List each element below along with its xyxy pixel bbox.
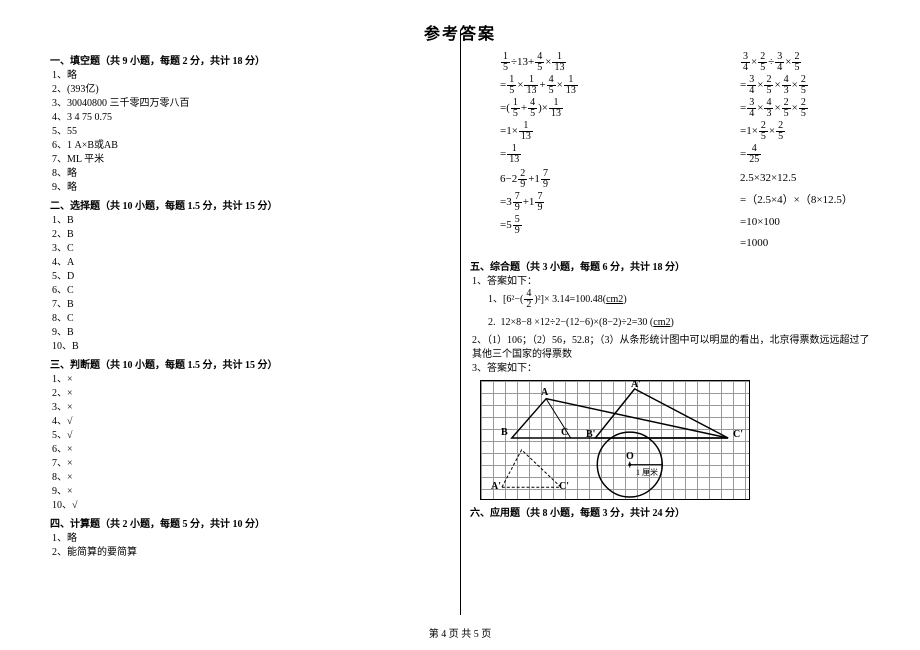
c2r-3: =1000	[740, 234, 870, 254]
s5-sub1: 1、[6²−(42)²]× 3.14=100.48(cm2)	[488, 289, 870, 310]
s1-i1: 2、(393亿)	[52, 83, 450, 97]
s1-i3: 4、3 4 75 0.75	[52, 111, 450, 125]
s3-i2: 3、×	[52, 401, 450, 415]
calc1-left: 15÷13+45×113 =15×113+45×113 =(15+45)×113…	[470, 50, 630, 167]
s4-i0: 1、略	[52, 532, 450, 546]
label-A2: A'	[631, 379, 641, 390]
c1l-1: =15×113+45×113	[500, 75, 630, 96]
c1l-2: =(15+45)×113	[500, 98, 630, 119]
s5-l1: 1、答案如下：	[472, 275, 870, 289]
s1-i7: 8、略	[52, 167, 450, 181]
s5-l3: 3、答案如下：	[472, 362, 870, 376]
s3-i1: 2、×	[52, 387, 450, 401]
c1l-3: =1×113	[500, 121, 630, 142]
section-4-header: 四、计算题（共 2 小题，每题 5 分，共计 10 分）	[50, 515, 450, 530]
section-3-header: 三、判断题（共 10 小题，每题 1.5 分，共计 15 分）	[50, 356, 450, 371]
s2-i9: 10、B	[52, 340, 450, 354]
s1-i4: 5、55	[52, 125, 450, 139]
c2l-2: =559	[500, 215, 630, 236]
c1l-4: =113	[500, 144, 630, 165]
s2-i4: 5、D	[52, 270, 450, 284]
c2l-1: =379+179	[500, 192, 630, 213]
calc-block-1: 15÷13+45×113 =15×113+45×113 =(15+45)×113…	[470, 50, 870, 167]
s2-i3: 4、A	[52, 256, 450, 270]
s2-i2: 3、C	[52, 242, 450, 256]
c1r-0: 34×25÷34×25	[740, 52, 870, 73]
calc2-left: 6−229+179 =379+179 =559	[470, 167, 630, 256]
s2-i5: 6、C	[52, 284, 450, 298]
label-B-fix: B	[501, 427, 508, 438]
s2-i0: 1、B	[52, 214, 450, 228]
s1-i6: 7、ML 平米	[52, 153, 450, 167]
c1r-4: =425	[740, 144, 870, 165]
c2r-2: =10×100	[740, 213, 870, 233]
calc1-right: 34×25÷34×25 =34×25×43×25 =34×43×25×25 =1…	[710, 50, 870, 167]
s2-i8: 9、B	[52, 326, 450, 340]
label-C2: C'	[733, 429, 743, 440]
s1-i8: 9、略	[52, 181, 450, 195]
s4-i1: 2、能简算的要简算	[52, 546, 450, 560]
label-A: A	[541, 387, 548, 398]
s3-i9: 10、√	[52, 499, 450, 513]
column-divider	[460, 30, 461, 615]
s3-i3: 4、√	[52, 415, 450, 429]
s1-i5: 6、1 A×B或AB	[52, 139, 450, 153]
section-5-header: 五、综合题（共 3 小题，每题 6 分，共计 18 分）	[470, 258, 870, 273]
left-column: 一、填空题（共 9 小题，每题 2 分，共计 18 分） 1、略 2、(393亿…	[50, 50, 450, 620]
label-C-dash: C'	[559, 481, 569, 492]
c1l-0: 15÷13+45×113	[500, 52, 630, 73]
s1-i0: 1、略	[52, 69, 450, 83]
c2r-1: =（2.5×4）×（8×12.5）	[740, 191, 870, 211]
c1r-1: =34×25×43×25	[740, 75, 870, 96]
s5-l2: 2、（1）106；（2）56，52.8；（3）从条形统计图中可以明显的看出，北京…	[472, 334, 870, 362]
s3-i5: 6、×	[52, 443, 450, 457]
label-B2: B'	[586, 429, 595, 440]
s5-sub2: 2. 12×8−8 ×12÷2−(12−6)×(8−2)÷2=30 (cm2)	[488, 316, 870, 330]
s3-i7: 8、×	[52, 471, 450, 485]
s3-i6: 7、×	[52, 457, 450, 471]
label-A-dash: A'	[491, 481, 501, 492]
c2r-0: 2.5×32×12.5	[740, 169, 870, 189]
s1-i2: 3、30040800 三千零四万零八百	[52, 97, 450, 111]
c1r-3: =1×25×25	[740, 121, 870, 142]
label-O: O	[626, 451, 634, 462]
page-footer: 第 4 页 共 5 页	[0, 625, 920, 640]
c2l-0: 6−229+179	[500, 169, 630, 190]
label-unit: 1 厘米	[636, 467, 658, 478]
calc2-right: 2.5×32×12.5 =（2.5×4）×（8×12.5） =10×100 =1…	[710, 167, 870, 256]
s2-i7: 8、C	[52, 312, 450, 326]
label-C-small: C	[561, 427, 568, 438]
c1r-2: =34×43×25×25	[740, 98, 870, 119]
section-6-header: 六、应用题（共 8 小题，每题 3 分，共计 24 分）	[470, 504, 870, 519]
section-2-header: 二、选择题（共 10 小题，每题 1.5 分，共计 15 分）	[50, 197, 450, 212]
calc-block-2: 6−229+179 =379+179 =559 2.5×32×12.5 =（2.…	[470, 167, 870, 256]
section-1-header: 一、填空题（共 9 小题，每题 2 分，共计 18 分）	[50, 52, 450, 67]
s3-i8: 9、×	[52, 485, 450, 499]
geometry-figure: A A' B B' C C' A' C' O 1 厘米	[480, 380, 750, 500]
s3-i0: 1、×	[52, 373, 450, 387]
s3-i4: 5、√	[52, 429, 450, 443]
geometry-svg	[481, 381, 749, 499]
s2-i6: 7、B	[52, 298, 450, 312]
s2-i1: 2、B	[52, 228, 450, 242]
right-column: 15÷13+45×113 =15×113+45×113 =(15+45)×113…	[470, 50, 870, 620]
